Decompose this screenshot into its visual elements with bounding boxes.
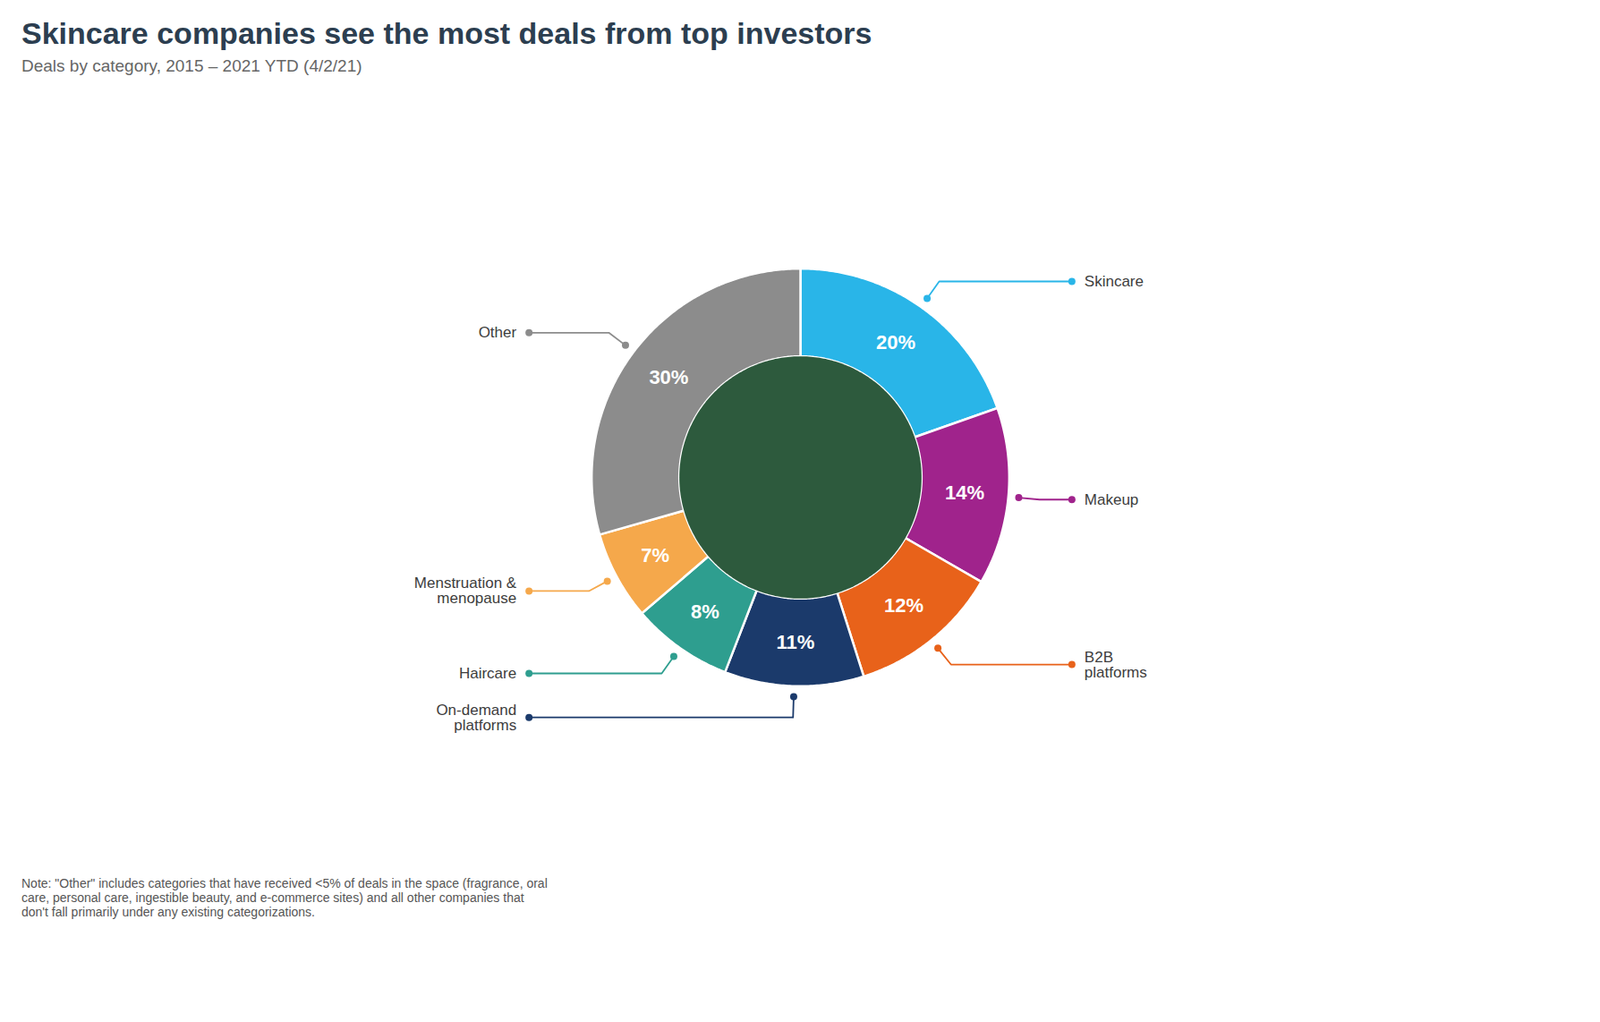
svg-text:Menstruation &menopause: Menstruation &menopause	[414, 574, 518, 607]
svg-text:On-demandplatforms: On-demandplatforms	[435, 701, 517, 734]
svg-text:14%: 14%	[944, 481, 985, 504]
svg-text:11%: 11%	[775, 630, 815, 654]
svg-text:Makeup: Makeup	[1084, 491, 1139, 509]
svg-text:Haircare: Haircare	[459, 664, 517, 682]
html-text:Skincare companies see the mos: Skincare companies see the most deals fr…	[21, 16, 873, 51]
svg-text:12%: 12%	[884, 594, 924, 617]
svg-text:B2Bplatforms: B2Bplatforms	[1084, 647, 1148, 681]
svg-text:7%: 7%	[640, 544, 670, 567]
svg-text:8%: 8%	[690, 600, 720, 623]
svg-text:Skincare: Skincare	[1084, 272, 1144, 290]
html-text:Note: "Other" includes categor: Note: "Other" includes categories that h…	[21, 876, 548, 920]
svg-text:Other: Other	[478, 323, 518, 341]
svg-text:30%: 30%	[648, 365, 689, 389]
html-text:Deals by category, 2015 – 2021: Deals by category, 2015 – 2021 YTD (4/2/…	[21, 56, 363, 76]
svg-text:20%: 20%	[876, 331, 916, 354]
